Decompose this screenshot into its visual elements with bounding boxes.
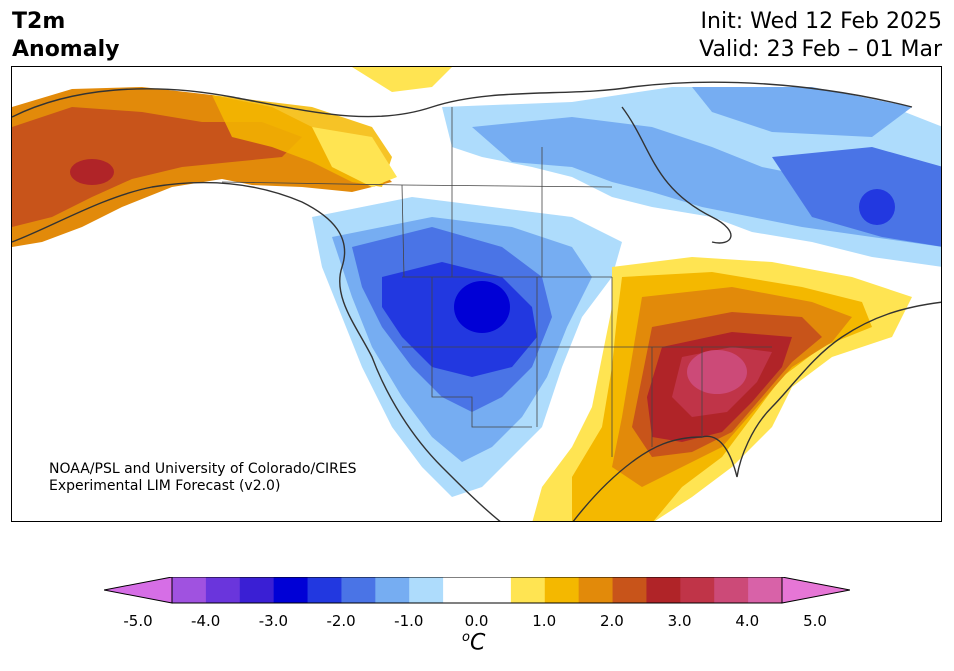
credit-text: NOAA/PSL and University of Colorado/CIRE… [49,461,357,495]
colorbar-cell [307,577,342,603]
anomaly-map [11,66,942,522]
colorbar-cell [205,577,241,603]
unit-base: C [469,630,486,656]
date-info: Init: Wed 12 Feb 2025 Valid: 23 Feb – 01… [699,8,942,64]
unit-superscript: o [462,630,470,645]
colorbar-cell [375,577,410,603]
init-date: Init: Wed 12 Feb 2025 [700,9,942,34]
colorbar-tick-label: -2.0 [326,612,356,630]
title-line-1: T2m [12,9,66,34]
unit-label: oC [462,630,485,655]
map-canvas [12,67,941,521]
credit-line-1: NOAA/PSL and University of Colorado/CIRE… [49,461,357,477]
colorbar-cell [646,577,681,603]
colorbar-cell [477,577,512,603]
colorbar-cell [748,577,783,603]
valid-date: Valid: 23 Feb – 01 Mar [699,37,942,62]
colorbar-tick-label: -4.0 [191,612,221,630]
colorbar-tick-label: -5.0 [123,612,153,630]
colorbar-cell [239,577,275,603]
colorbar [104,577,850,604]
credit-line-2: Experimental LIM Forecast (v2.0) [49,478,281,494]
colorbar-cell [443,577,478,603]
colorbar-cell [409,577,444,603]
colorbar-cell [510,577,546,603]
colorbar-tick-label: -1.0 [394,612,424,630]
colorbar-tick-label: 2.0 [599,612,624,630]
title-line-2: Anomaly [12,37,120,62]
colorbar-max-extend [781,577,850,604]
colorbar-tick-label: 5.0 [803,612,827,630]
colorbar-tick-label: 3.0 [667,612,692,630]
colorbar-cell [172,577,207,603]
colorbar-tick-label: -3.0 [258,612,289,630]
colorbar-cell [544,577,580,603]
colorbar-min-extend [104,577,173,604]
colorbar-cell [341,577,376,603]
colorbar-tick-label: 1.0 [532,612,557,630]
colorbar-tick-label: 0.0 [464,612,489,630]
colorbar-cell [680,577,715,603]
map-title: T2m Anomaly [12,8,119,64]
colorbar-tick-label: 4.0 [735,612,760,630]
colorbar-cell [612,577,647,603]
colorbar-cell [273,577,309,603]
colorbar-cell [714,577,749,603]
colorbar-cell [578,577,614,603]
